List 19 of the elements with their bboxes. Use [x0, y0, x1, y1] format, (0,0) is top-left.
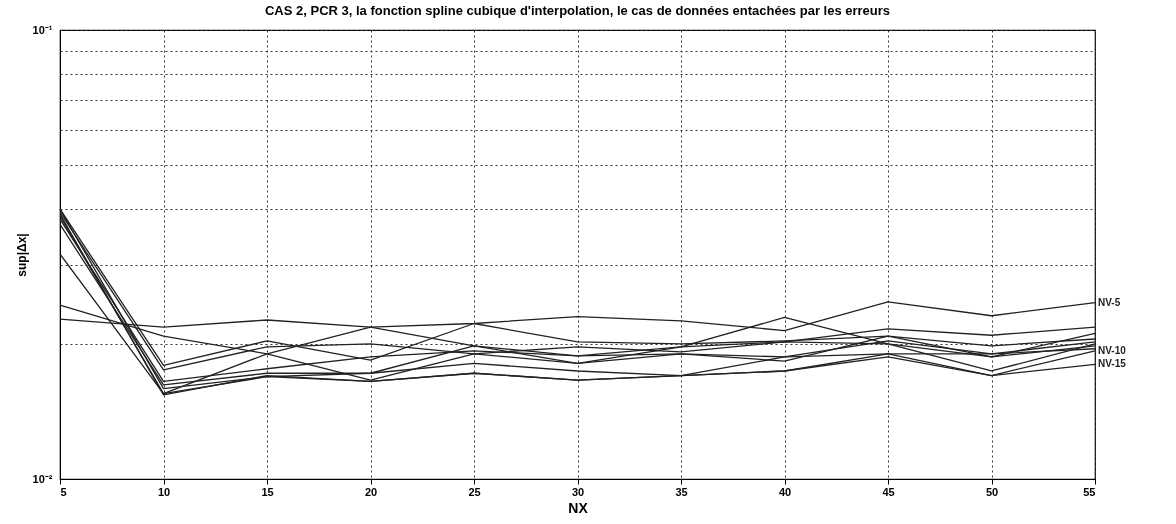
x-tick-label: 25	[468, 485, 481, 498]
y-axis-title: sup|Δx|	[14, 233, 29, 277]
x-tick-label: 15	[261, 485, 274, 498]
x-tick-label: 5	[60, 485, 67, 498]
x-tick-label: 20	[364, 485, 378, 498]
series-label: NV-10	[1098, 344, 1127, 356]
x-tick-label: 55	[1083, 485, 1096, 498]
x-axis-title: NX	[568, 499, 589, 516]
series-label: NV-5	[1098, 296, 1121, 308]
series-label: NV-15	[1098, 358, 1127, 370]
x-tick-label: 40	[778, 485, 792, 498]
y-tick-label: 10⁻²	[32, 472, 53, 485]
y-tick-label: 10⁻¹	[32, 23, 53, 36]
x-tick-label: 10	[157, 485, 171, 498]
x-tick-label: 30	[571, 485, 585, 498]
chart-title: CAS 2, PCR 3, la fonction spline cubique d'interpolation, le cas de données entachées par les erreurs	[264, 3, 891, 18]
x-tick-label: 50	[985, 485, 999, 498]
x-tick-label: 35	[675, 485, 688, 498]
x-tick-label: 45	[882, 485, 895, 498]
